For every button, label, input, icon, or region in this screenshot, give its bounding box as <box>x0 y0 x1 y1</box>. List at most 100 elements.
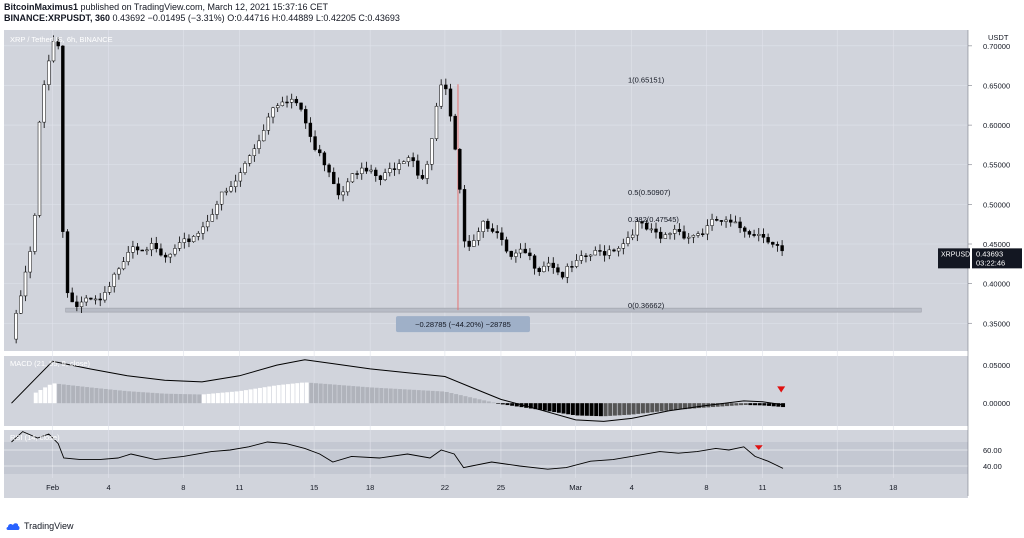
last-price-bg <box>972 248 1022 269</box>
time-tick-label: 15 <box>310 483 318 492</box>
candle-up <box>51 41 56 62</box>
candle-down <box>420 175 425 179</box>
candle-up <box>476 231 481 241</box>
macd-histogram-bar <box>332 384 337 404</box>
candle-down <box>318 149 322 154</box>
macd-histogram-bar <box>52 383 57 404</box>
macd-pane <box>11 359 786 422</box>
candle-down <box>98 298 102 301</box>
candle-up <box>168 253 172 258</box>
low-value: 0.42205 <box>323 13 356 23</box>
candle-down <box>771 241 775 245</box>
candle-up <box>626 237 630 244</box>
macd-histogram-bar <box>103 388 108 404</box>
candle-up <box>117 268 121 275</box>
rsi-band <box>4 442 968 474</box>
macd-histogram-bar <box>285 384 290 404</box>
candle-up <box>616 248 621 252</box>
macd-histogram-bar <box>687 403 692 409</box>
price-tick-label: 0.55000 <box>983 161 1010 170</box>
macd-histogram-bar <box>234 391 239 404</box>
macd-histogram-bar <box>767 403 772 406</box>
price-tick-label: 0.45000 <box>983 240 1010 249</box>
macd-histogram-bar <box>309 382 314 404</box>
tradingview-logo[interactable]: TradingView <box>6 521 74 531</box>
candle-down <box>448 88 453 117</box>
macd-histogram-bar <box>589 403 594 416</box>
macd-histogram-bar <box>566 403 571 415</box>
candle-up <box>579 255 583 261</box>
last-price-value: 0.43693 <box>976 249 1003 258</box>
macd-histogram-bar <box>407 389 412 404</box>
macd-histogram-bar <box>561 403 566 414</box>
price-tick-label: 0.50000 <box>983 200 1010 209</box>
macd-tick-label: 0.00000 <box>983 399 1010 408</box>
macd-histogram-bar <box>365 387 370 404</box>
macd-histogram-bar <box>225 392 230 404</box>
candle-down <box>500 232 504 241</box>
price-chart[interactable]: 0.35000 0.40000 0.45000 0.50000 0.55000 0.600… <box>0 26 1024 519</box>
candle-down <box>308 122 313 137</box>
macd-histogram-bar <box>486 401 491 404</box>
macd-histogram-bar <box>351 386 356 404</box>
time-tick-label: 8 <box>704 483 708 492</box>
candle-down <box>374 169 378 177</box>
candle-down <box>570 266 574 268</box>
candle-down <box>658 231 663 239</box>
macd-histogram-bar <box>393 388 398 404</box>
candle-down <box>154 243 158 250</box>
macd-histogram-bar <box>594 403 599 417</box>
macd-histogram-bar <box>421 390 426 404</box>
macd-histogram-bar <box>356 386 361 404</box>
macd-histogram-bar <box>220 392 225 404</box>
time-tick-label: 18 <box>889 483 897 492</box>
macd-histogram-bar <box>440 391 445 404</box>
macd-histogram-bar <box>183 394 188 404</box>
macd-histogram-bar <box>463 396 468 404</box>
macd-histogram-bar <box>538 403 543 410</box>
macd-histogram-bar <box>299 382 304 404</box>
macd-histogram-bar <box>239 390 244 404</box>
macd-histogram-bar <box>482 400 487 404</box>
macd-histogram-bar <box>192 394 197 404</box>
macd-histogram-bar <box>281 384 286 404</box>
currency-label: USDT <box>988 33 1009 42</box>
candle-up <box>481 220 485 232</box>
candle-down <box>486 220 490 229</box>
macd-bearish-arrow <box>777 386 786 393</box>
candle-down <box>495 231 499 234</box>
macd-histogram-bar <box>85 387 90 404</box>
macd-histogram-bar <box>673 403 678 410</box>
price-tick-label: 0.70000 <box>983 42 1010 51</box>
macd-histogram-bar <box>528 403 533 409</box>
candle-down <box>537 268 541 272</box>
candle-up <box>261 130 266 142</box>
macd-histogram-bar <box>491 402 496 404</box>
candle-down <box>715 219 719 221</box>
open-label: O: <box>227 13 237 23</box>
time-tick-label: 15 <box>833 483 841 492</box>
macd-histogram-bar <box>743 403 748 406</box>
candle-down <box>677 228 682 232</box>
macd-histogram-bar <box>603 403 608 417</box>
candle-down <box>304 109 308 124</box>
macd-histogram-bar <box>552 403 557 413</box>
ohlc-header: BINANCE:XRPUSDT, 360 0.43692 −0.01495 (−… <box>4 13 400 24</box>
candle-down <box>504 239 509 252</box>
macd-histogram-bar <box>668 403 673 411</box>
candle-up <box>430 138 434 165</box>
candle-down <box>598 250 602 252</box>
macd-label: MACD (21, 55, 9, close) <box>10 359 91 368</box>
measure-label: −0.28785 (−44.20%) −28785 <box>415 320 511 329</box>
macd-histogram-bar <box>164 393 169 404</box>
macd-histogram-bar <box>38 390 43 404</box>
macd-histogram-bar <box>215 393 220 404</box>
symbol-label: BINANCE:XRPUSDT, 360 <box>4 13 111 23</box>
brand-label: TradingView <box>24 521 74 531</box>
candle-up <box>439 84 443 107</box>
candle-down <box>654 228 658 233</box>
macd-pane-bg <box>4 356 968 426</box>
rsi-label: RSI (14, close) <box>10 433 60 442</box>
candle-up <box>271 107 275 118</box>
candle-down <box>766 237 770 243</box>
